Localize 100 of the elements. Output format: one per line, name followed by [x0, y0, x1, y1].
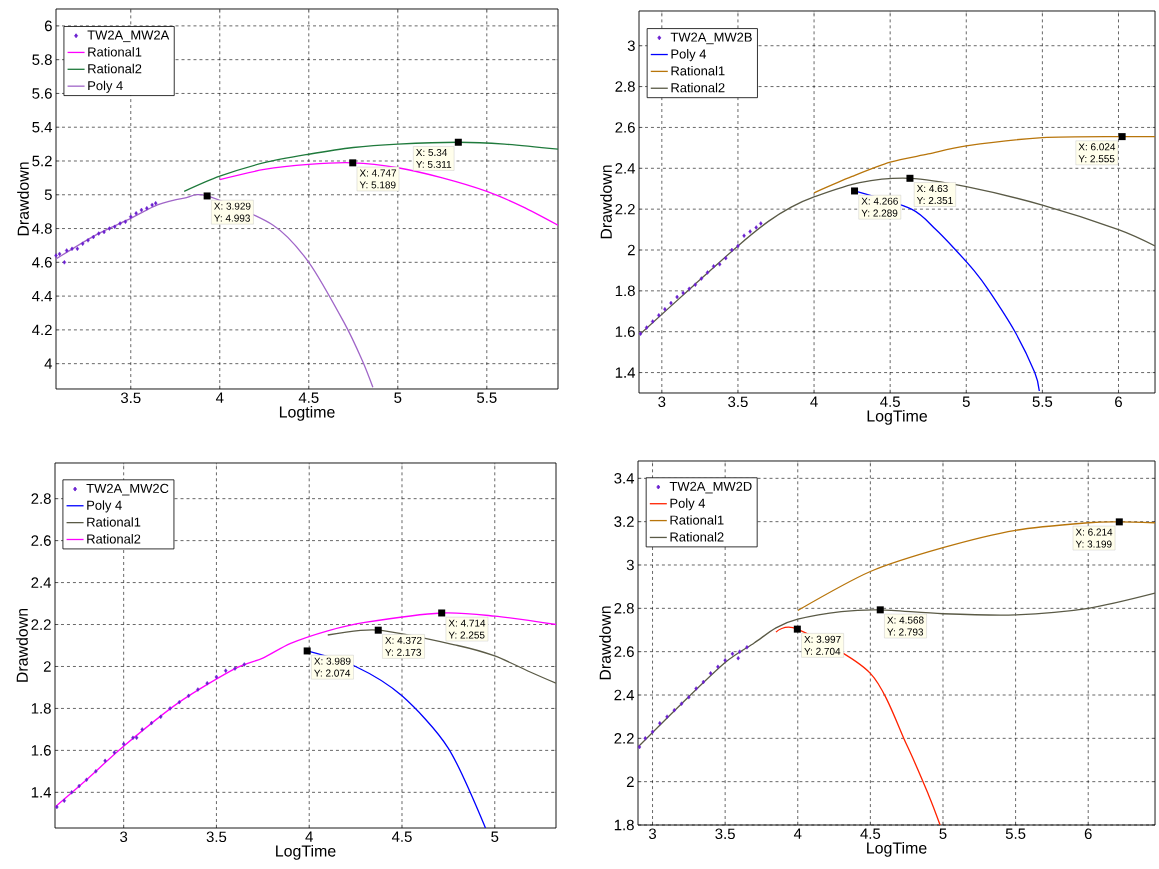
x-tick-label: 5.5: [1032, 396, 1053, 407]
point: [669, 300, 673, 306]
point: [153, 201, 158, 206]
y-tick-label: 2.6: [614, 646, 634, 657]
x-tick-label: 3.5: [120, 392, 141, 404]
point: [123, 219, 128, 224]
legend-label: TW2A_MW2A: [87, 30, 170, 43]
point: [140, 727, 144, 732]
annotation: X: 5.34: [416, 148, 448, 156]
y-tick-label: 4.2: [32, 324, 52, 336]
y-tick-label: 5.4: [32, 122, 53, 133]
annotation: Y: 5.189: [359, 181, 396, 189]
point: [665, 714, 669, 719]
point: [205, 681, 209, 686]
annotation: X: 4.714: [448, 619, 486, 627]
point: [121, 741, 126, 747]
point: [168, 706, 172, 711]
annotation: X: 3.997: [804, 635, 841, 643]
point: [650, 729, 655, 735]
point: [134, 211, 138, 216]
line-series: [638, 592, 1156, 748]
y-axis-title: Drawdown: [599, 606, 611, 680]
x-tick-label: 3.5: [206, 831, 227, 843]
point: [113, 224, 117, 230]
point: [94, 769, 98, 774]
x-tick-label: 4.5: [298, 392, 319, 403]
point: [736, 655, 740, 661]
y-tick-label: 1.8: [31, 703, 51, 714]
x-axis-title: LogTime: [867, 409, 928, 425]
point: [736, 243, 740, 249]
y-axis-title: Drawdown: [16, 608, 28, 682]
point: [177, 699, 182, 705]
point: [687, 694, 691, 700]
annotation: X: 4.63: [916, 185, 948, 193]
legend-label: Rational1: [671, 65, 725, 76]
point: [644, 325, 649, 330]
y-tick-label: 2: [43, 661, 51, 672]
point: [701, 679, 706, 685]
y-axis-title: Drawdown: [600, 165, 612, 239]
point: [708, 671, 713, 676]
annotation: X: 4.372: [385, 636, 422, 644]
annotation: Y: 4.993: [214, 214, 250, 222]
y-tick-label: 2.4: [615, 163, 636, 174]
y-tick-label: 2.8: [615, 81, 635, 92]
point: [679, 701, 684, 706]
annotation: Y: 2.255: [448, 631, 485, 639]
y-tick-label: 5: [44, 189, 52, 200]
point: [102, 229, 106, 235]
point: [705, 270, 710, 275]
y-tick-label: 1.4: [615, 367, 636, 378]
annotation: Y: 2.074: [314, 669, 351, 677]
point: [91, 234, 96, 240]
annotation: Y: 5.311: [416, 160, 452, 168]
point: [657, 313, 661, 318]
point: [723, 658, 727, 663]
x-tick-label: 5: [939, 828, 947, 839]
point: [742, 233, 746, 238]
point: [196, 687, 200, 692]
legend-label: TW2A_MW2B: [670, 32, 752, 45]
point: [112, 750, 117, 755]
point: [77, 783, 81, 789]
x-tick-label: 4.5: [391, 831, 412, 842]
point: [186, 693, 191, 699]
y-tick-label: 5.6: [32, 88, 52, 99]
point: [681, 290, 685, 296]
point: [129, 214, 133, 219]
point: [107, 226, 112, 231]
x-tick-label: 3: [120, 831, 128, 843]
point: [145, 206, 149, 211]
x-tick-label: 4: [810, 396, 818, 407]
legend-label: TW2A_MW2C: [86, 483, 169, 496]
point: [134, 735, 139, 740]
point: [150, 202, 154, 208]
y-tick-label: 1.6: [615, 326, 635, 337]
x-tick-label: 5.5: [1005, 828, 1026, 839]
point: [651, 319, 655, 324]
point: [672, 707, 677, 713]
y-tick-label: 1.8: [615, 285, 635, 297]
point: [745, 645, 749, 650]
y-tick-label: 2: [627, 244, 635, 256]
annotation: Y: 3.199: [1075, 540, 1112, 548]
x-tick-label: 4: [215, 392, 224, 403]
y-tick-label: 5.8: [32, 54, 52, 65]
point: [687, 286, 691, 292]
y-tick-label: 4.4: [32, 290, 53, 302]
annotation: X: 4.568: [887, 616, 924, 624]
point: [62, 260, 67, 265]
point: [75, 246, 80, 252]
y-tick-label: 4.8: [32, 223, 52, 234]
y-tick-label: 3: [627, 40, 635, 51]
annotation: X: 4.266: [861, 197, 898, 205]
legend-label: TW2A_MW2D: [669, 481, 752, 494]
legend-label: Rational2: [670, 532, 724, 542]
y-tick-label: 1.4: [31, 787, 52, 798]
annotation: Y: 2.793: [887, 628, 924, 636]
y-tick-label: 3: [626, 559, 634, 571]
point: [57, 251, 62, 257]
y-tick-label: 4.6: [32, 257, 52, 268]
annotation: X: 4.747: [359, 169, 397, 177]
x-tick-label: 6: [1084, 828, 1092, 840]
